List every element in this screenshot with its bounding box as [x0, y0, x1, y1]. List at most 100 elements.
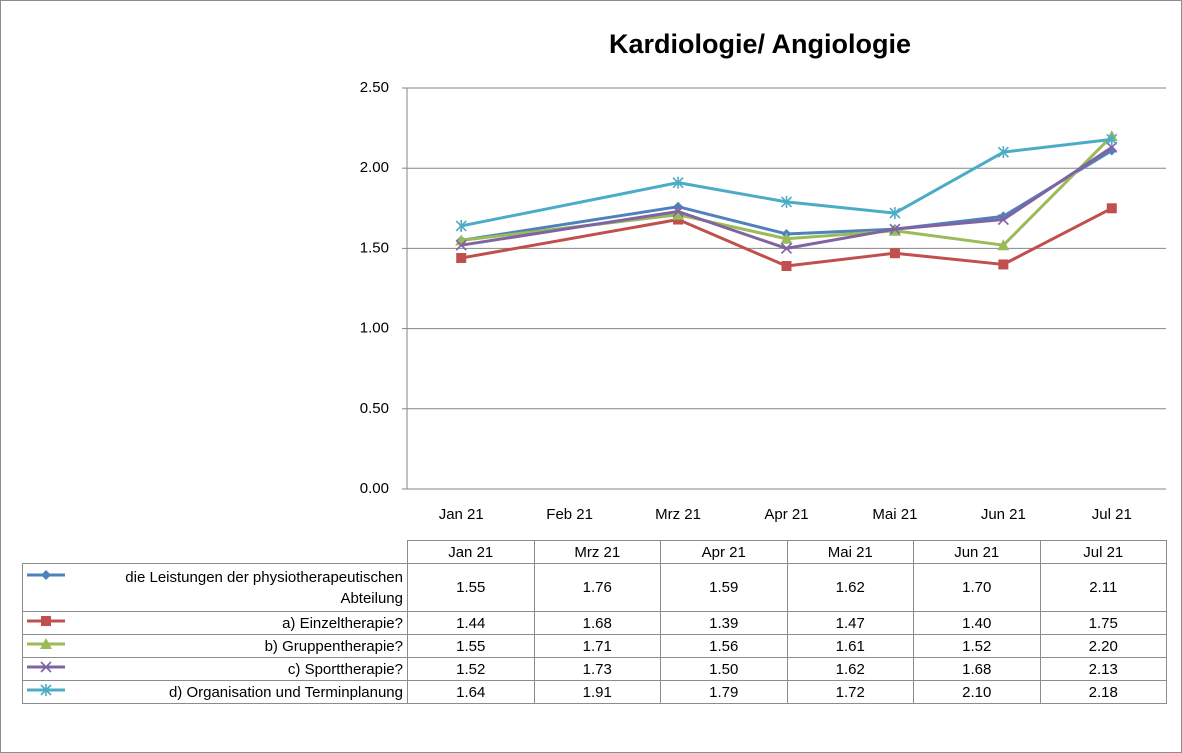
marker: [455, 239, 467, 251]
table-cell: 1.70: [913, 563, 1041, 612]
marker: [889, 248, 900, 259]
table-cell: 1.55: [407, 634, 535, 658]
x-tick-label: Jul 21: [1092, 506, 1132, 523]
legend-label: b) Gruppentherapie?: [264, 637, 403, 655]
series-line: [785, 251, 897, 268]
chart-title: Kardiologie/ Angiologie: [609, 29, 911, 59]
legend-key: [27, 683, 65, 696]
marker: [455, 219, 467, 232]
marker: [672, 208, 685, 220]
table-cell: 1.68: [913, 657, 1041, 681]
y-tick-label: 2.50: [360, 79, 389, 96]
table-cell: 1.59: [660, 563, 788, 612]
table-row: c) Sporttherapie? 1.52 1.73 1.50 1.62 1.68 2.1…: [22, 657, 1167, 681]
table-cell: 1.61: [786, 634, 914, 658]
legend-key: [27, 615, 65, 626]
y-tick-label: 1.00: [360, 320, 389, 337]
y-tick-label: 0.50: [360, 400, 389, 417]
series-line: [1001, 134, 1114, 247]
legend-label: a) Einzeltherapie?: [282, 614, 403, 632]
table-header-cell: Apr 21: [660, 540, 788, 564]
series-line: [893, 229, 1005, 247]
table-row: die Leistungen der physiotherapeutischen…: [22, 563, 1167, 612]
table-cell: 1.55: [407, 563, 535, 612]
table-row: b) Gruppentherapie? 1.55 1.71 1.56 1.61 1.52 2…: [22, 634, 1167, 658]
series-line: [785, 227, 897, 236]
table-row: d) Organisation und Terminplanung 1.64 1.9…: [22, 680, 1167, 704]
table-cell: 2.18: [1039, 680, 1167, 704]
series-line: [459, 218, 680, 260]
table-cell: 1.62: [786, 563, 914, 612]
legend-label: c) Sporttherapie?: [287, 660, 403, 678]
series-line: [459, 210, 680, 247]
table-cell: 1.50: [660, 657, 788, 681]
table-cell: 1.68: [533, 611, 661, 635]
marker: [40, 683, 52, 696]
series-line: [893, 218, 1005, 231]
series-line: [676, 205, 788, 236]
legend-entry: die Leistungen der physiotherapeutischen…: [22, 563, 408, 612]
series-line: [676, 218, 788, 268]
marker: [40, 660, 52, 673]
legend-label: d) Organisation und Terminplanung: [168, 683, 403, 701]
series: [455, 133, 1118, 232]
x-tick-label: Apr 21: [764, 506, 808, 523]
marker: [1106, 203, 1117, 214]
x-tick-label: Jun 21: [981, 506, 1026, 523]
legend-entry: d) Organisation und Terminplanung: [22, 680, 408, 704]
table-cell: 2.20: [1039, 634, 1167, 658]
series-line: [1001, 137, 1114, 154]
table-header-cell: Mai 21: [786, 540, 914, 564]
series-line: [785, 200, 897, 215]
table-cell: 1.52: [913, 634, 1041, 658]
table-cell: 1.47: [786, 611, 914, 635]
series-line: [785, 227, 897, 250]
marker: [672, 176, 684, 189]
legend-key: [27, 660, 65, 673]
series-line: [1001, 145, 1114, 222]
legend-entry: a) Einzeltherapie?: [22, 611, 408, 635]
legend-label: die Leistungen der physiotherapeutischen…: [125, 568, 403, 607]
table-cell: 1.39: [660, 611, 788, 635]
table-header-cell: Mrz 21: [533, 540, 661, 564]
table-cell: 1.40: [913, 611, 1041, 635]
chart: Kardiologie/ Angiologie 0.00 0.50 1.00 1.50…: [360, 29, 1166, 523]
marker: [1106, 141, 1118, 153]
table-cell: 1.75: [1039, 611, 1167, 635]
data-table: Jan 21 Mrz 21 Apr 21 Mai 21 Jun 21 Jul 21 die …: [22, 540, 1167, 704]
table-cell: 2.10: [913, 680, 1041, 704]
series-line: [676, 181, 788, 204]
table-cell: 1.56: [660, 634, 788, 658]
legend-key: [27, 637, 65, 649]
marker: [997, 213, 1009, 226]
table-cell: 1.71: [533, 634, 661, 658]
table-cell: 2.13: [1039, 657, 1167, 681]
series-line: [1001, 206, 1114, 266]
table-cell: 1.91: [533, 680, 661, 704]
marker: [997, 239, 1010, 251]
series: [455, 141, 1118, 254]
table-cell: 1.44: [407, 611, 535, 635]
series-line: [459, 181, 680, 228]
table-cell: 1.76: [533, 563, 661, 612]
series-line: [676, 210, 788, 250]
table-cell: 2.11: [1039, 563, 1167, 612]
table-cell: 1.64: [407, 680, 535, 704]
y-tick-label: 0.00: [360, 480, 389, 497]
table-header-cell: Jan 21: [407, 540, 535, 564]
y-tick-label: 1.50: [360, 239, 389, 256]
table-row: a) Einzeltherapie? 1.44 1.68 1.39 1.47 1.40 1.…: [22, 611, 1167, 635]
marker: [780, 242, 793, 254]
table-cell: 1.79: [660, 680, 788, 704]
table-cell: 1.62: [786, 657, 914, 681]
series-line: [893, 150, 1005, 215]
series-line: [893, 251, 1005, 266]
table-header-row: Jan 21 Mrz 21 Apr 21 Mai 21 Jun 21 Jul 21: [22, 540, 1167, 564]
marker: [41, 569, 51, 580]
y-tick-label: 2.00: [360, 159, 389, 176]
table-cell: 1.73: [533, 657, 661, 681]
legend-key: [27, 569, 65, 580]
table-cell: 1.52: [407, 657, 535, 681]
marker: [781, 261, 792, 272]
marker: [40, 637, 52, 649]
